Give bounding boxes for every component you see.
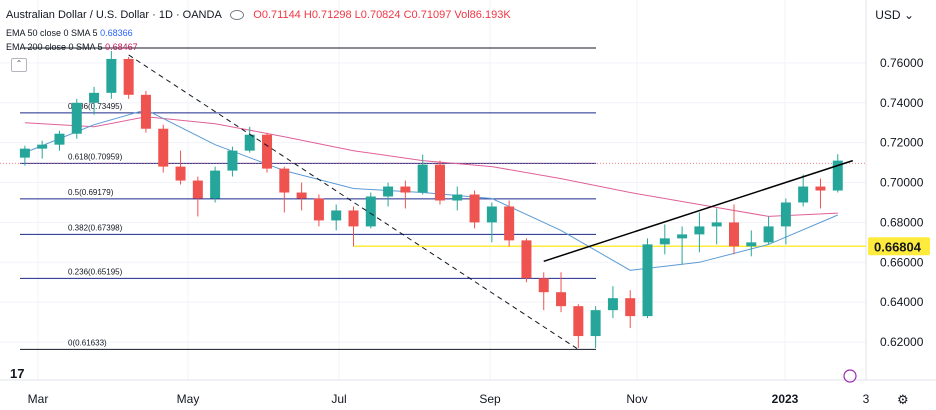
candle-body bbox=[728, 222, 739, 247]
resistance-trendline bbox=[543, 159, 853, 263]
candle-body bbox=[227, 150, 238, 171]
candle-body bbox=[244, 134, 255, 151]
candle-body bbox=[832, 160, 843, 191]
y-tick-label: 0.70000 bbox=[880, 176, 924, 190]
candle-body bbox=[642, 244, 653, 317]
highlighted-price-badge bbox=[868, 237, 930, 256]
y-tick-label: 0.76000 bbox=[880, 56, 924, 70]
candle-body bbox=[210, 170, 221, 199]
lightning-icon bbox=[843, 369, 857, 383]
candle-body bbox=[573, 306, 584, 337]
candle-body bbox=[417, 164, 428, 193]
candle-body bbox=[331, 210, 342, 221]
x-tick-label: Mar bbox=[28, 392, 49, 406]
candle-body bbox=[452, 194, 463, 201]
x-tick-label: Sep bbox=[479, 392, 501, 406]
chart-header: Australian Dollar / U.S. Dollar · 1D · O… bbox=[6, 9, 511, 21]
ema50-legend[interactable]: EMA 50 close 0 SMA 5 0.68366 bbox=[6, 28, 133, 38]
ema50-value: 0.68366 bbox=[100, 28, 133, 38]
candle-body bbox=[538, 278, 549, 293]
fib-level-label: 0.618(0.70959) bbox=[68, 152, 123, 161]
candle-body bbox=[746, 242, 757, 247]
candle-body bbox=[383, 186, 394, 197]
x-tick-label: Jul bbox=[331, 392, 346, 406]
candle-body bbox=[140, 94, 151, 129]
y-tick-label: 0.62000 bbox=[880, 335, 924, 349]
close-value: C0.71097 bbox=[403, 9, 452, 21]
candle-body bbox=[37, 144, 48, 149]
y-tick-label: 0.72000 bbox=[880, 136, 924, 150]
open-value: O0.71144 bbox=[253, 9, 301, 21]
y-tick-label: 0.74000 bbox=[880, 96, 924, 110]
volume-value: Vol86.193K bbox=[454, 9, 511, 21]
fib-level-label: 0(0.61633) bbox=[68, 338, 107, 347]
ema200-value: 0.68467 bbox=[105, 42, 138, 52]
x-tick-label: 3 bbox=[863, 392, 870, 406]
candle-body bbox=[365, 196, 376, 227]
y-tick-label: 0.66000 bbox=[880, 255, 924, 269]
candle-body bbox=[486, 206, 497, 223]
x-tick-label: Nov bbox=[626, 392, 647, 406]
candle-body bbox=[780, 202, 791, 227]
candle-body bbox=[694, 226, 705, 235]
candle-body bbox=[262, 134, 273, 169]
high-value: H0.71298 bbox=[303, 9, 352, 21]
highlighted-price-label: 0.66804 bbox=[874, 239, 922, 254]
candle-body bbox=[71, 102, 82, 134]
ema200-line bbox=[24, 116, 838, 217]
candle-body bbox=[400, 186, 411, 193]
x-tick-label: May bbox=[177, 392, 200, 406]
ema200-legend[interactable]: EMA 200 close 0 SMA 5 0.68467 bbox=[6, 42, 138, 52]
fib-level-label: 0.786(0.73495) bbox=[68, 102, 123, 111]
gear-icon[interactable]: ⚙ bbox=[897, 393, 909, 408]
ema50-label: EMA 50 close 0 SMA 5 bbox=[6, 28, 98, 38]
candle-body bbox=[556, 292, 567, 307]
candle-body bbox=[158, 128, 169, 167]
fib-level-label: 0.382(0.67398) bbox=[68, 223, 123, 232]
candle-body bbox=[313, 198, 324, 221]
candle-body bbox=[19, 148, 30, 158]
symbol-title[interactable]: Australian Dollar / U.S. Dollar · 1D · O… bbox=[6, 9, 222, 21]
ema200-label: EMA 200 close 0 SMA 5 bbox=[6, 42, 103, 52]
candle-body bbox=[296, 192, 307, 199]
candle-body bbox=[175, 166, 186, 181]
candle-body bbox=[106, 58, 117, 93]
candle-body bbox=[711, 222, 722, 227]
candle-body bbox=[192, 180, 203, 199]
candle-body bbox=[590, 310, 601, 337]
collapse-legend-icon[interactable]: ⌃ bbox=[11, 58, 27, 72]
candle-body bbox=[521, 240, 532, 279]
currency-selector[interactable]: USD ⌄ bbox=[875, 8, 914, 22]
candle-body bbox=[279, 168, 290, 193]
candle-body bbox=[54, 133, 65, 145]
fib-level-label: 0.5(0.69179) bbox=[68, 188, 114, 197]
candle-body bbox=[763, 226, 774, 243]
candle-body bbox=[607, 298, 618, 311]
x-tick-label: 2023 bbox=[772, 392, 799, 406]
low-value: L0.70824 bbox=[354, 9, 401, 21]
candle-body bbox=[815, 186, 826, 191]
tradingview-logo-icon: 17 bbox=[10, 366, 24, 381]
candle-body bbox=[469, 194, 480, 223]
candle-body bbox=[123, 58, 134, 95]
candle-body bbox=[504, 206, 515, 241]
y-tick-label: 0.68000 bbox=[880, 215, 924, 229]
fib-level-label: 0.236(0.65195) bbox=[68, 267, 123, 276]
y-tick-label: 0.64000 bbox=[880, 295, 924, 309]
candle-body bbox=[659, 238, 670, 245]
eye-icon[interactable] bbox=[230, 10, 245, 21]
candle-body bbox=[434, 164, 445, 201]
candle-body bbox=[348, 210, 359, 227]
candle-body bbox=[89, 92, 100, 103]
dashed-trend-line bbox=[128, 54, 579, 350]
candle-body bbox=[677, 234, 688, 239]
candle-body bbox=[798, 186, 809, 203]
candle-body bbox=[625, 298, 636, 317]
